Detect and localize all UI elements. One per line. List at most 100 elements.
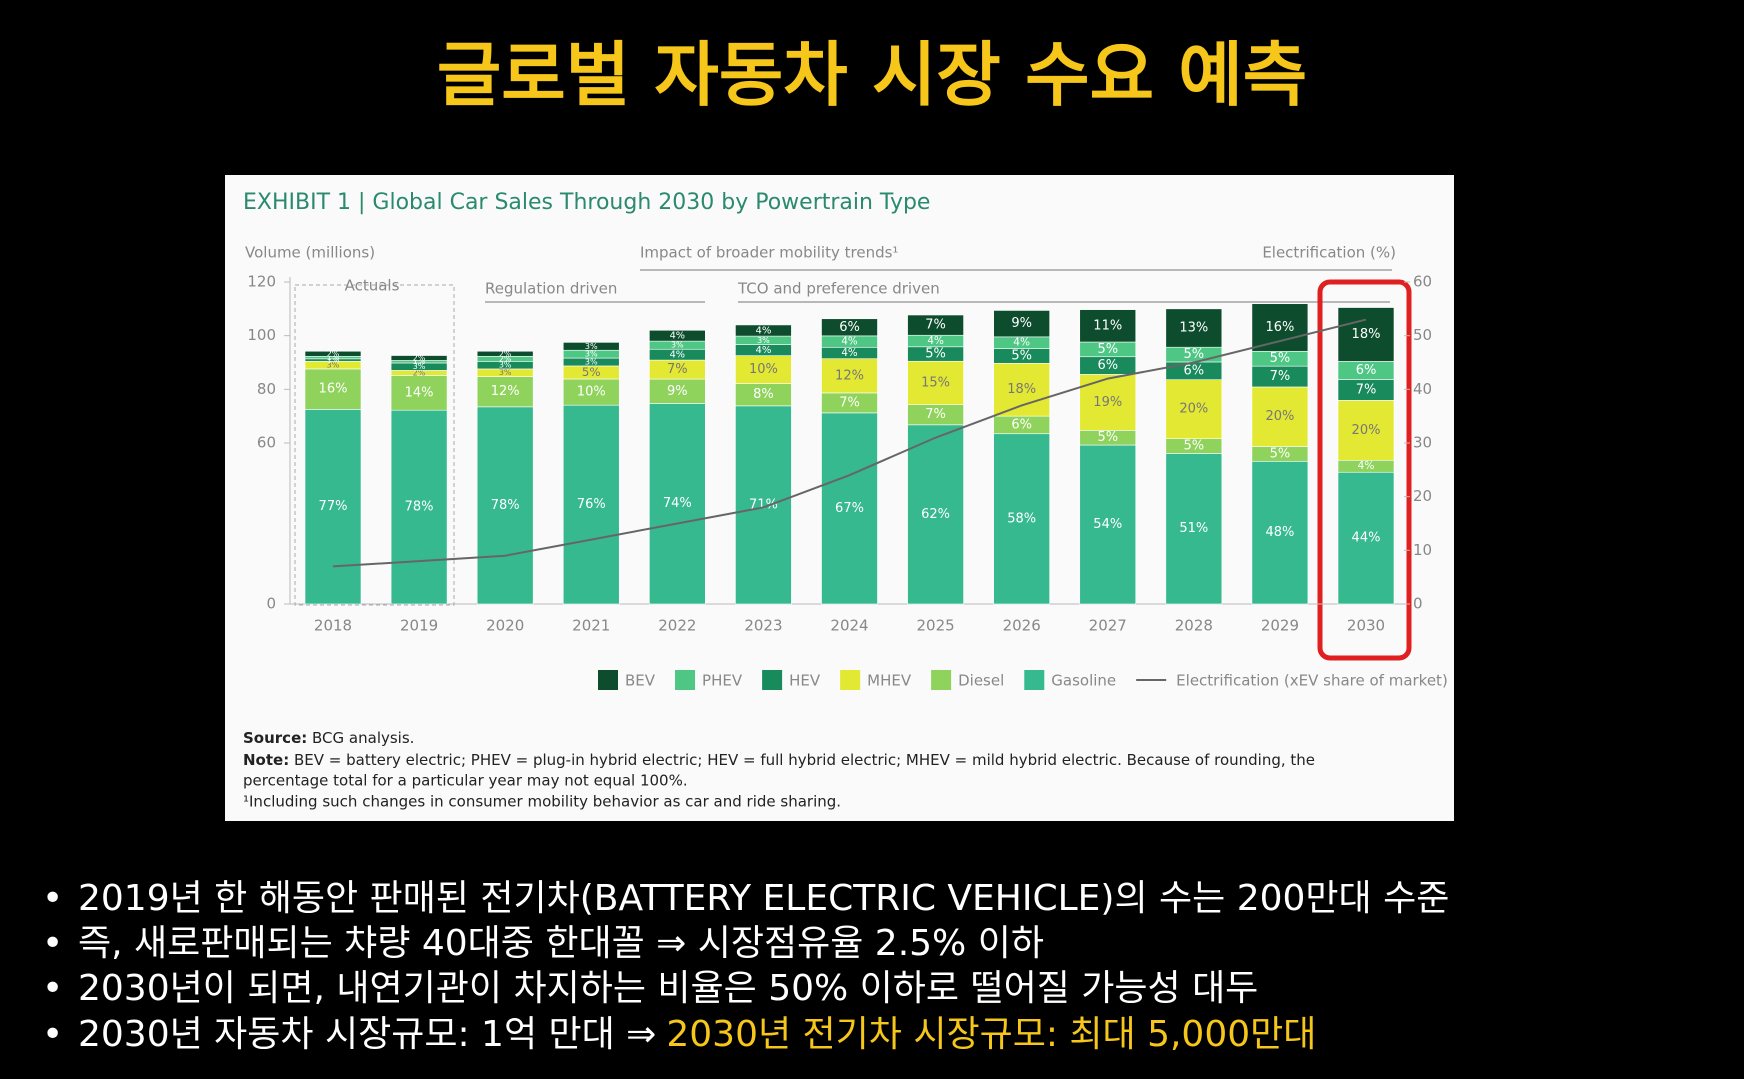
bar-segment <box>993 433 1050 605</box>
data-label: 6% <box>839 320 860 335</box>
data-label: 67% <box>835 501 864 516</box>
y2-tick-label: 30 <box>1413 434 1432 452</box>
data-label: 4% <box>755 326 771 337</box>
y-tick-label: 80 <box>257 380 276 398</box>
data-label: 20% <box>1179 402 1208 417</box>
data-label: 76% <box>577 497 606 512</box>
bullet: 2030년이 되면, 내연기관이 차지하는 비율은 50% 이하로 떨어질 가능… <box>78 968 1258 1009</box>
data-label: 18% <box>1352 327 1381 342</box>
y-tick-label: 0 <box>266 595 276 613</box>
legend-swatch <box>762 670 783 690</box>
data-label: 44% <box>1352 531 1381 546</box>
data-label: 9% <box>667 384 688 399</box>
annotation: Impact of broader mobility trends¹ <box>640 244 898 262</box>
legend-swatch <box>675 670 696 690</box>
y2-tick-label: 50 <box>1413 326 1432 344</box>
bar-segment <box>476 376 534 408</box>
data-label: 5% <box>1011 348 1032 363</box>
bar-segment <box>1165 379 1223 440</box>
data-label: 5% <box>582 365 601 379</box>
data-label: 7% <box>925 318 946 333</box>
annotation: Regulation driven <box>485 280 617 298</box>
data-label: 20% <box>1265 409 1294 424</box>
y-tick-label: 100 <box>247 326 276 344</box>
bar-segment <box>649 329 706 342</box>
bullet: 즉, 새로판매되는 챠량 40대중 한대꼴 ⇒ 시장점유율 2.5% 이하 <box>78 923 1044 964</box>
x-tick-label: 2029 <box>1261 617 1299 635</box>
data-label: 74% <box>663 496 692 511</box>
data-label: 58% <box>1007 511 1036 526</box>
data-label: 3% <box>327 361 340 370</box>
data-label: 2% <box>413 368 426 377</box>
legend-label: PHEV <box>702 672 743 690</box>
data-label: 3% <box>585 357 598 366</box>
bar-segment <box>476 350 534 357</box>
data-label: 3% <box>499 361 512 370</box>
highlight-box <box>1317 279 1412 661</box>
data-label: 10% <box>577 385 606 400</box>
bar-segment <box>304 350 362 357</box>
bar-segment <box>562 404 620 605</box>
annotation: Actuals <box>345 277 400 295</box>
legend-swatch <box>1024 670 1045 690</box>
bar-segment <box>562 378 620 406</box>
y2-axis-label: Electrification (%) <box>1262 244 1396 262</box>
data-label: 9% <box>1011 316 1032 331</box>
bar-segment <box>390 409 448 605</box>
legend-label: BEV <box>625 672 656 690</box>
bar-segment <box>1337 400 1395 461</box>
x-tick-label: 2026 <box>1003 617 1041 635</box>
data-label: 78% <box>491 498 520 513</box>
data-label: 19% <box>1093 395 1122 410</box>
data-label: 12% <box>491 384 520 399</box>
data-label: 3% <box>585 350 598 359</box>
bullet-dot: • <box>42 968 63 1009</box>
data-label: 6% <box>1184 363 1205 378</box>
data-label: 4% <box>1357 459 1374 472</box>
x-tick-label: 2020 <box>486 617 524 635</box>
data-label: 13% <box>1179 321 1208 336</box>
bar-segment <box>821 412 878 605</box>
note: ¹Including such changes in consumer mobi… <box>243 793 841 811</box>
data-label: 6% <box>1011 417 1032 432</box>
bar-segment <box>907 424 964 605</box>
data-label: 4% <box>841 347 858 359</box>
bar-segment <box>735 405 792 605</box>
data-label: 6% <box>1356 363 1377 378</box>
data-label: 1% <box>327 356 340 365</box>
bar-segment <box>993 362 1050 417</box>
bar-segment <box>1251 460 1309 605</box>
bar-segment <box>304 368 362 410</box>
data-label: 7% <box>667 362 688 377</box>
data-label: 5% <box>1184 347 1205 362</box>
bar-segment <box>1251 386 1309 447</box>
legend-swatch <box>840 670 861 690</box>
data-label: 78% <box>405 500 434 515</box>
y2-tick-label: 10 <box>1413 541 1432 559</box>
data-label: 5% <box>1270 351 1291 366</box>
bar-segment <box>907 314 964 336</box>
data-label: 2% <box>327 349 340 358</box>
y2-tick-label: 40 <box>1413 380 1432 398</box>
data-label: 11% <box>1093 318 1122 333</box>
data-label: 4% <box>670 331 685 342</box>
x-tick-label: 2021 <box>572 617 610 635</box>
data-label: 20% <box>1352 423 1381 438</box>
bar-segment <box>649 378 706 404</box>
data-label: 7% <box>1270 369 1291 384</box>
bar-segment <box>1165 453 1223 605</box>
data-label: 7% <box>925 407 946 422</box>
data-label: 7% <box>1356 382 1377 397</box>
bar-segment <box>821 318 878 337</box>
legend-label: HEV <box>789 672 821 690</box>
note: percentage total for a particular year m… <box>243 772 688 790</box>
bar-segment <box>649 403 706 605</box>
annotation: TCO and preference driven <box>737 280 940 298</box>
y-tick-label: 120 <box>247 273 276 291</box>
legend-label: Gasoline <box>1051 672 1116 690</box>
note: Note: BEV = battery electric; PHEV = plu… <box>243 751 1315 769</box>
line-series <box>332 318 1367 568</box>
data-label: 4% <box>841 336 858 348</box>
y-axis-label: Volume (millions) <box>245 244 375 262</box>
x-tick-label: 2018 <box>314 617 352 635</box>
